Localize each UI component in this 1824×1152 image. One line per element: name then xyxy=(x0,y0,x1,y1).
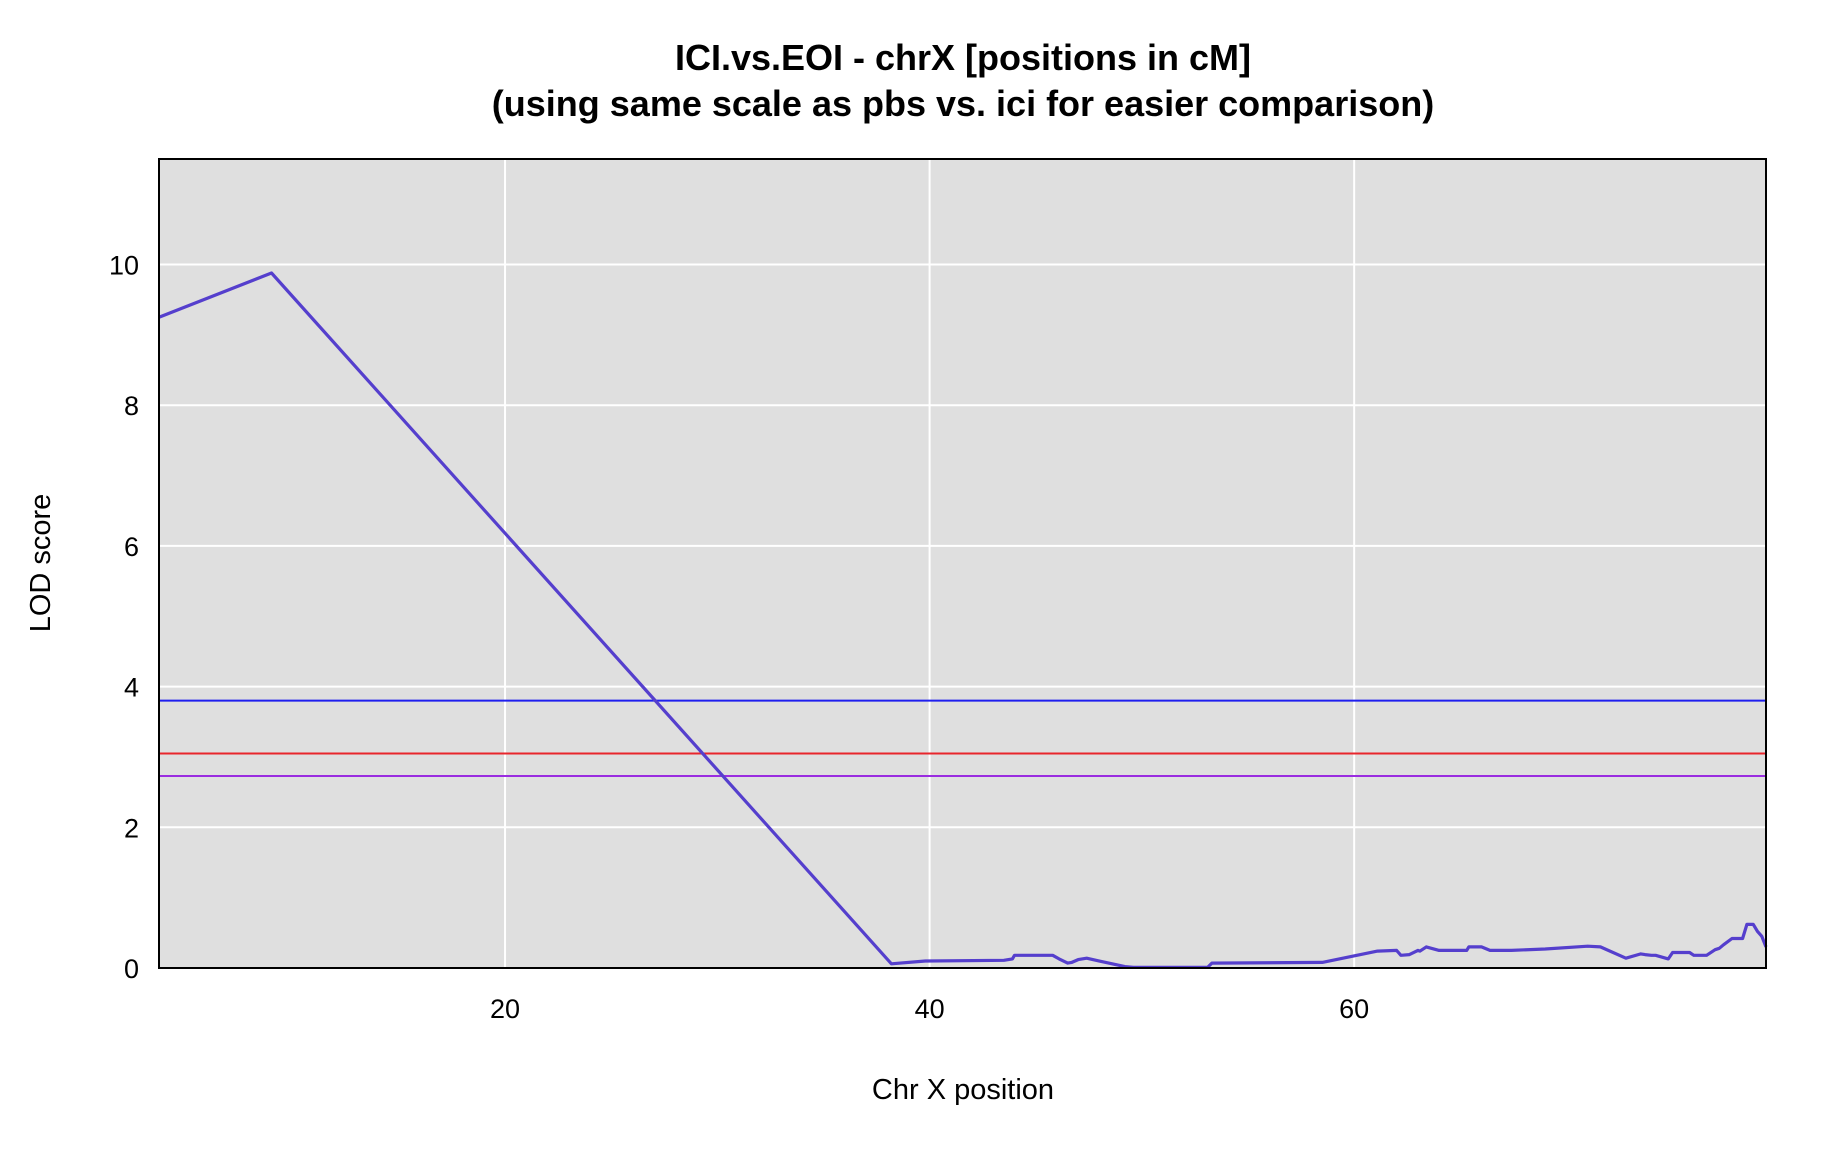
plot-frame xyxy=(158,158,1767,969)
y-tick-label: 10 xyxy=(109,251,139,281)
y-axis-ticks: 0 2 4 6 8 10 xyxy=(109,251,139,984)
plot-area xyxy=(159,159,1766,968)
lod-series-line xyxy=(158,271,1768,969)
chart-subtitle: (using same scale as pbs vs. ici for eas… xyxy=(492,83,1434,124)
x-axis-label: Chr X position xyxy=(872,1074,1054,1106)
y-tick-label: 0 xyxy=(124,954,139,984)
chart-title: ICI.vs.EOI - chrX [positions in cM] xyxy=(675,37,1251,78)
data-series xyxy=(158,271,1768,969)
y-tick-label: 4 xyxy=(124,673,139,703)
y-axis-label: LOD score xyxy=(25,494,57,633)
x-tick-label: 60 xyxy=(1339,994,1369,1024)
y-tick-label: 8 xyxy=(124,391,139,421)
y-tick-label: 6 xyxy=(124,532,139,562)
threshold-lines xyxy=(159,699,1766,777)
y-tick-label: 2 xyxy=(124,813,139,843)
x-axis-ticks: 20 40 60 xyxy=(490,994,1369,1024)
x-tick-label: 20 xyxy=(490,994,520,1024)
x-tick-label: 40 xyxy=(915,994,945,1024)
